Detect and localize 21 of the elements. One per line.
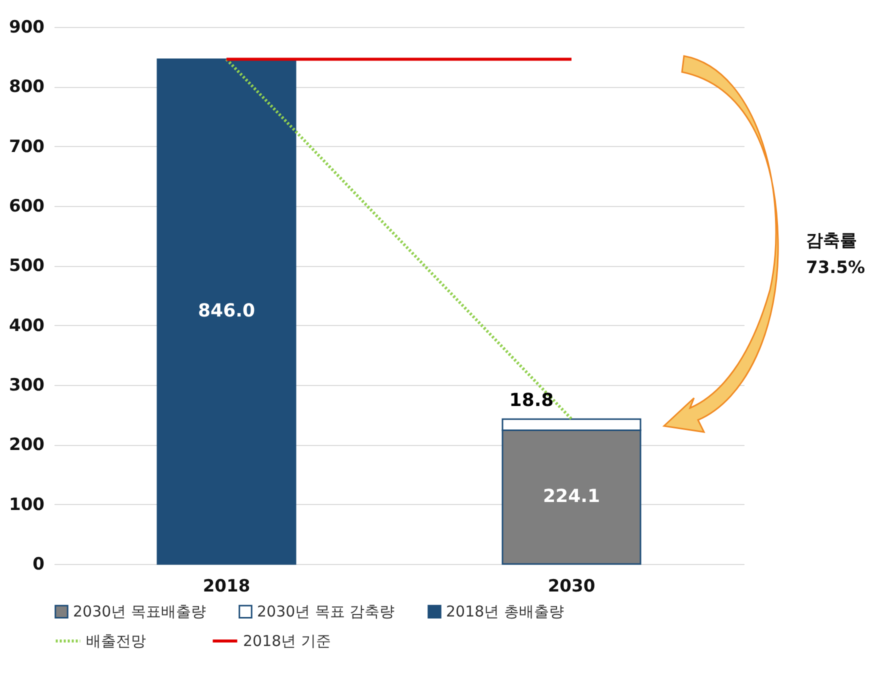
y-tick-label: 300 xyxy=(9,376,45,396)
y-tick-label: 600 xyxy=(9,196,45,216)
legend-label: 배출전망 xyxy=(86,632,146,650)
legend-label: 2030년 목표 감축량 xyxy=(257,602,395,621)
legend-label: 2030년 목표배출량 xyxy=(73,602,206,621)
x-tick-label: 2018 xyxy=(202,576,250,596)
y-tick-label: 0 xyxy=(32,554,45,574)
data-label: 18.8 xyxy=(509,390,554,412)
y-tick-label: 100 xyxy=(9,494,45,515)
data-label: 846.0 xyxy=(198,300,255,322)
x-tick-label: 2030 xyxy=(548,576,596,596)
y-tick-label: 200 xyxy=(9,435,45,456)
y-tick-label: 900 xyxy=(9,18,45,38)
y-tick-label: 400 xyxy=(9,316,45,336)
legend-label: 2018년 총배출량 xyxy=(446,602,564,621)
y-tick-label: 700 xyxy=(9,136,45,157)
y-tick-label: 500 xyxy=(9,256,45,276)
data-label: 224.1 xyxy=(543,486,600,508)
text: 감축률 73.5% xyxy=(806,230,865,280)
legend-label: 2018년 기준 xyxy=(243,632,331,650)
y-tick-label: 800 xyxy=(9,77,45,98)
